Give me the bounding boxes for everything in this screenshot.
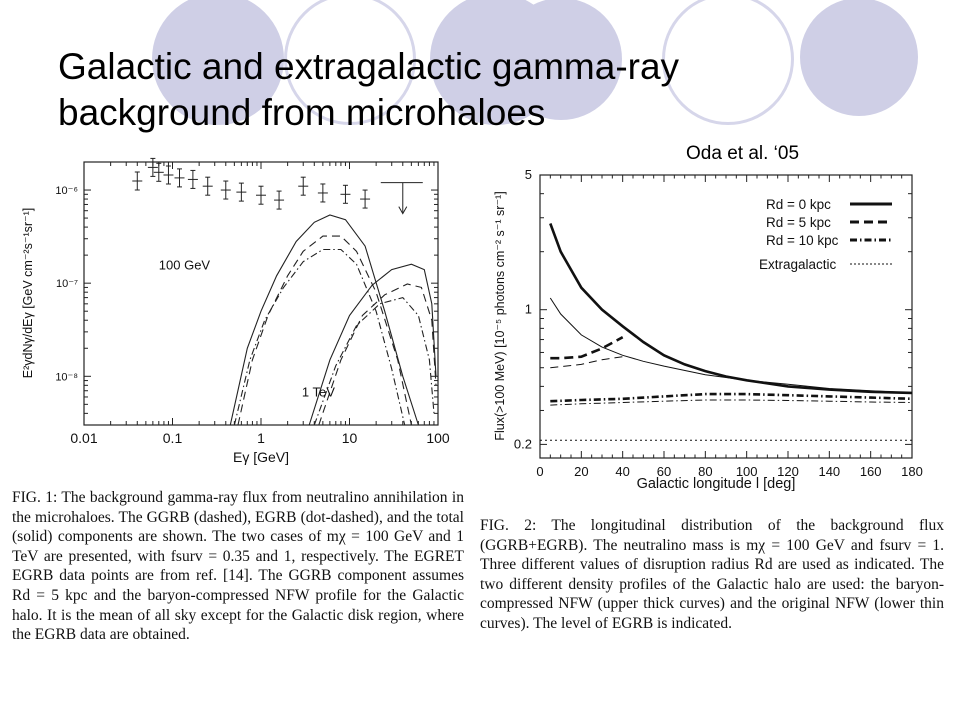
x-tick-label: 1 bbox=[257, 430, 265, 446]
x-tick-label: 180 bbox=[901, 464, 923, 479]
data-point bbox=[153, 162, 164, 182]
series-line bbox=[237, 235, 412, 426]
data-point bbox=[202, 176, 213, 196]
y-tick-label: 1 bbox=[525, 302, 532, 317]
legend-label: Rd = 0 kpc bbox=[766, 197, 831, 212]
y-tick-label: 5 bbox=[525, 167, 532, 182]
y-tick-label: 10⁻⁷ bbox=[56, 278, 78, 290]
x-tick-label: 100 bbox=[736, 464, 758, 479]
data-point bbox=[132, 171, 143, 191]
series-line bbox=[229, 214, 419, 426]
annotation-100-gev: 100 GeV bbox=[159, 258, 211, 273]
y-axis-label: E²γdNγ/dEγ [GeV cm⁻²s⁻¹sr⁻¹] bbox=[21, 208, 35, 379]
x-tick-label: 60 bbox=[657, 464, 671, 479]
figure-1-caption: FIG. 1: The background gamma-ray flux fr… bbox=[12, 489, 464, 644]
legend-label: Rd = 10 kpc bbox=[766, 233, 839, 248]
x-tick-label: 140 bbox=[818, 464, 840, 479]
series-line bbox=[549, 297, 913, 394]
upper-limit-arrowhead bbox=[398, 206, 408, 215]
upper-limit bbox=[380, 182, 423, 215]
decor-circle bbox=[500, 0, 622, 120]
slide-title-line-2: background from microhaloes bbox=[58, 92, 546, 133]
x-tick-label: 20 bbox=[574, 464, 588, 479]
data-point bbox=[236, 182, 247, 202]
series-line bbox=[313, 296, 435, 426]
series-line bbox=[308, 263, 437, 426]
decor-circle bbox=[662, 0, 794, 125]
series-line bbox=[550, 392, 913, 403]
series-line bbox=[318, 283, 437, 426]
x-tick-label: 10 bbox=[342, 430, 358, 446]
y-tick-label: 10⁻⁸ bbox=[55, 371, 78, 383]
decor-circle bbox=[284, 0, 416, 125]
y-axis-label: Flux(>100 MeV) [10⁻⁵ photons cm⁻² s⁻¹ sr… bbox=[493, 191, 507, 440]
x-tick-label: 0.01 bbox=[70, 430, 97, 446]
series-line bbox=[550, 399, 913, 406]
figure-1: 0.01 0.1 1 10 100 10⁻⁸ 10⁻⁷ 10⁻⁶ 100 GeV 1 TeV … bbox=[8, 152, 468, 482]
legend-label: Rd = 5 kpc bbox=[766, 215, 831, 230]
plot-frame bbox=[539, 174, 913, 459]
figure-2-chart: 0 20 40 60 80 100 120 140 160 180 0.2 1 5 Rd = 0 kp… bbox=[493, 167, 923, 492]
data-point bbox=[298, 176, 309, 196]
series-line bbox=[550, 356, 623, 369]
data-point bbox=[187, 169, 198, 189]
data-point bbox=[220, 180, 231, 200]
x-axis-label: Galactic longitude l [deg] bbox=[637, 476, 796, 492]
figure-2: 0 20 40 60 80 100 120 140 160 180 0.2 1 5 Rd = 0 kp… bbox=[488, 160, 928, 495]
x-axis-label: Eγ [GeV] bbox=[233, 449, 289, 465]
x-tick-label: 80 bbox=[698, 464, 712, 479]
x-tick-label: 120 bbox=[777, 464, 799, 479]
series-line bbox=[550, 336, 624, 360]
x-tick-label: 100 bbox=[426, 430, 450, 446]
data-point bbox=[163, 165, 174, 185]
data-point bbox=[274, 190, 285, 210]
data-point bbox=[147, 157, 158, 177]
x-tick-label: 160 bbox=[860, 464, 882, 479]
data-point bbox=[340, 184, 351, 204]
figure-2-caption: FIG. 2: The longitudinal distribution of… bbox=[480, 517, 944, 632]
x-tick-label: 0.1 bbox=[163, 430, 183, 446]
y-tick-label: 10⁻⁶ bbox=[55, 185, 78, 197]
slide-title-line-1: Galactic and extragalactic gamma-ray bbox=[58, 46, 680, 87]
x-tick-label: 0 bbox=[536, 464, 543, 479]
data-point bbox=[317, 183, 328, 203]
annotation-1-tev: 1 TeV bbox=[302, 384, 335, 399]
data-point bbox=[174, 168, 185, 188]
decor-circle bbox=[152, 0, 284, 125]
decor-circle bbox=[800, 0, 918, 116]
citation-credit: Oda et al. ‘05 bbox=[686, 143, 800, 164]
series-line bbox=[549, 223, 913, 395]
slide-title: Galactic and extragalactic gamma-ray bac… bbox=[58, 44, 918, 136]
legend-label: Extragalactic bbox=[759, 257, 837, 272]
data-point bbox=[256, 185, 266, 205]
y-tick-label: 0.2 bbox=[514, 436, 532, 451]
x-tick-label: 40 bbox=[615, 464, 629, 479]
data-point bbox=[360, 189, 371, 209]
